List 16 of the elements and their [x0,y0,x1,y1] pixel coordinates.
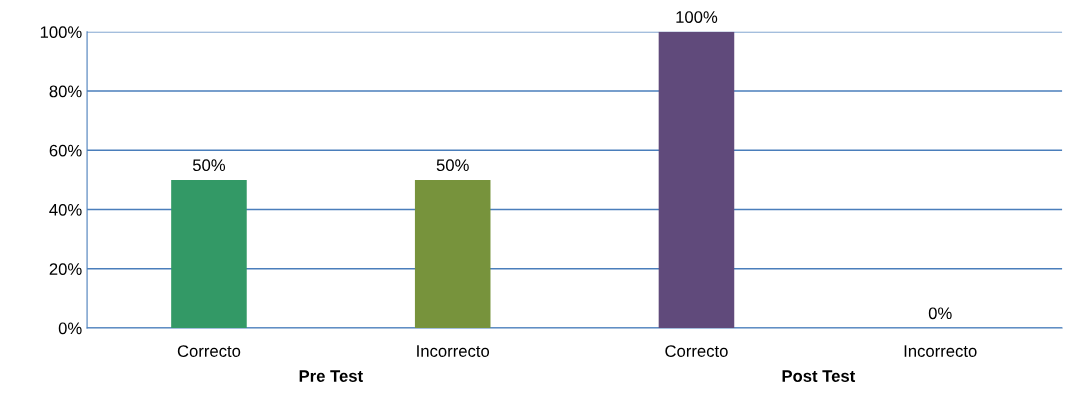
data-label: 100% [676,11,718,23]
y-tick-label: 100% [40,26,82,39]
y-tick-label: 20% [49,263,82,275]
y-tick-label: 60% [49,144,82,157]
data-label: 0% [928,307,952,320]
data-label: 50% [192,159,226,172]
x-tick-label: Incorrecto [417,345,490,357]
y-tick-label: 0% [58,322,82,335]
x-tick-label: Incorrecto [904,345,977,357]
data-label: 50% [436,159,469,172]
y-tick-label: 80% [49,85,82,98]
x-tick-label: Correcto [665,345,728,357]
y-tick-label: 40% [49,203,82,216]
text: Post Test [782,370,856,382]
x-tick-label: Correcto [177,345,241,357]
text: Pre Test [299,370,363,382]
